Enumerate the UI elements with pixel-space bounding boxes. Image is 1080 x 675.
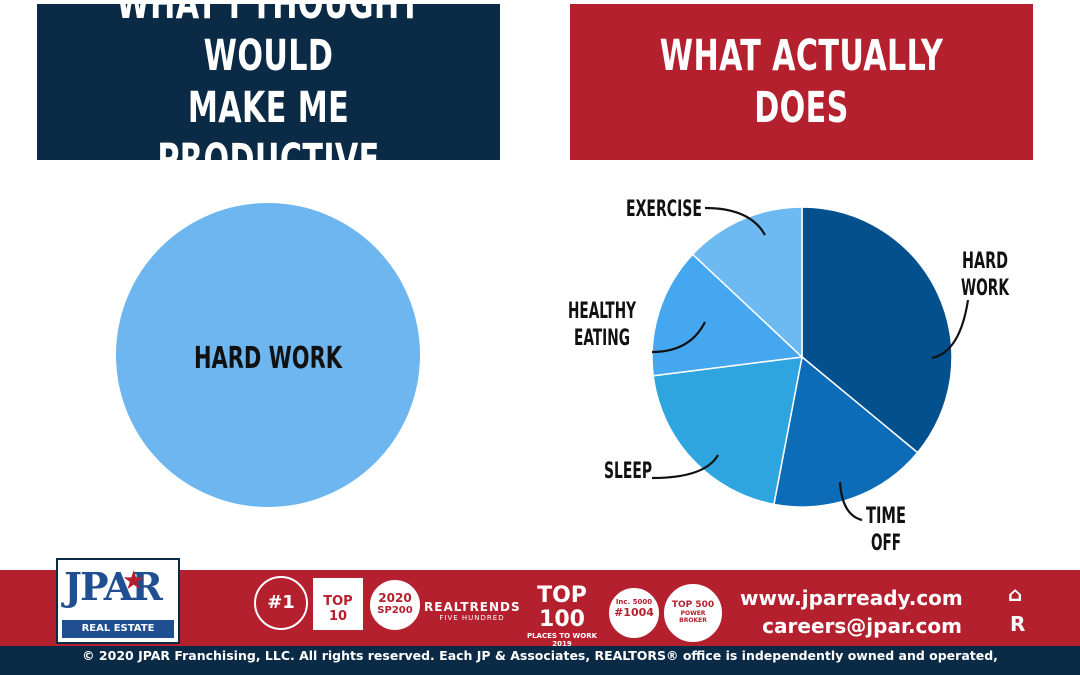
badge-inc5000: Inc. 5000 #1004: [609, 588, 659, 638]
header-right: WHAT ACTUALLY DOES: [570, 4, 1033, 160]
pie-slice-sleep: [652, 356, 803, 506]
label-exercise: EXERCISE: [626, 197, 702, 222]
jpar-logo[interactable]: JPAR ★ REAL ESTATE: [56, 558, 180, 644]
badge-top500-sub: POWER BROKER: [679, 610, 707, 624]
badge-sp200-year: 2020: [378, 591, 412, 605]
badge-sp200-text: SP200: [377, 605, 413, 616]
badge-inc-rank: #1004: [614, 606, 654, 619]
pie-slice-exercise: [691, 206, 803, 359]
label-healthy-eating-2: EATING: [574, 326, 630, 351]
badge-realtrends: REALTRENDS FIVE HUNDRED: [424, 600, 520, 622]
right-pie: [651, 206, 953, 508]
footer-bottom-bar: [0, 646, 1080, 675]
label-hard-work-2: WORK: [961, 276, 1009, 301]
header-left-title: WHAT I THOUGHT WOULD MAKE ME PRODUCTIVE: [116, 0, 421, 185]
badge-top10-text: TOP 10: [323, 594, 353, 624]
logo-subtitle: REAL ESTATE: [62, 620, 174, 638]
leader-lines: [651, 206, 970, 522]
badge-top10: TOP 10: [313, 578, 363, 630]
pie-charts: HARD WORK EXERCISE HEALTHY EATING SLEEP …: [116, 197, 1009, 556]
email-link[interactable]: careers@jpar.com: [762, 614, 962, 638]
header-right-title: WHAT ACTUALLY DOES: [659, 31, 944, 133]
leader-line-sleep: [651, 454, 719, 480]
label-time-off-1: TIME: [866, 504, 906, 529]
label-sleep: SLEEP: [604, 459, 652, 484]
leader-line-healthy-eating: [651, 321, 706, 354]
badge-top100-sub: PLACES TO WORK 2019: [526, 632, 598, 648]
badge-top100: TOP 100 PLACES TO WORK 2019: [520, 583, 604, 649]
leader-line-hard-work: [931, 299, 970, 360]
badge-realtrends-sub: FIVE HUNDRED: [439, 614, 505, 622]
badge-sp200: 2020 SP200: [370, 580, 420, 630]
badge-top100-text: TOP 100: [537, 583, 587, 632]
equal-housing-icon: ⌂: [1008, 582, 1023, 606]
badge-seal-number: #1: [267, 592, 295, 613]
badge-inc-label: Inc. 5000: [615, 598, 653, 606]
star-icon: ★: [122, 566, 146, 596]
pie-slice-time-off: [773, 355, 919, 508]
pie-slice-hard-work: [801, 206, 953, 454]
badge-top500-text: TOP 500: [671, 600, 715, 610]
label-time-off-2: OFF: [871, 531, 901, 556]
badge-realtrends-text: REALTRENDS: [424, 600, 521, 614]
website-link[interactable]: www.jparready.com: [740, 586, 963, 610]
left-pie-slice-hard-work: [116, 203, 420, 507]
logo-text: JPAR: [64, 564, 163, 609]
left-center-label: HARD WORK: [194, 341, 343, 376]
pie-labels: HARD WORK EXERCISE HEALTHY EATING SLEEP …: [194, 197, 1009, 556]
pie-slice-healthy-eating: [651, 253, 804, 377]
label-healthy-eating-1: HEALTHY: [568, 299, 636, 324]
label-hard-work-1: HARD: [962, 249, 1008, 274]
leader-line-exercise: [704, 206, 766, 236]
copyright-text: © 2020 JPAR Franchising, LLC. All rights…: [82, 648, 998, 663]
realtor-icon: R: [1010, 612, 1026, 636]
badge-seal: #1: [254, 576, 308, 630]
badge-top500: TOP 500 POWER BROKER: [664, 584, 722, 642]
header-left: WHAT I THOUGHT WOULD MAKE ME PRODUCTIVE: [37, 0, 500, 185]
leader-line-time-off: [838, 481, 863, 522]
